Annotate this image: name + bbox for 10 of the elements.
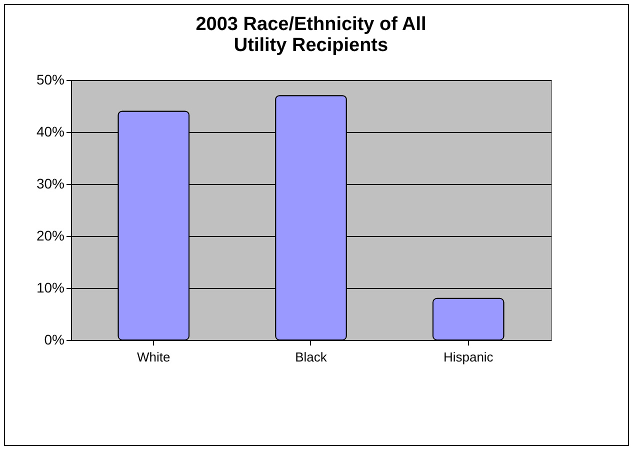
y-tick-label: 30%: [36, 176, 64, 192]
x-tick-label: Black: [295, 350, 328, 364]
x-tick-label: White: [137, 350, 170, 364]
chart-title: 2003 Race/Ethnicity of All Utility Recipients: [196, 14, 426, 56]
y-tick-label: 40%: [36, 124, 64, 140]
x-tick-label: Hispanic: [443, 350, 494, 364]
y-tick-label: 10%: [36, 280, 64, 296]
y-tick-label: 20%: [36, 228, 64, 244]
y-tick-label: 0%: [44, 332, 64, 348]
y-tick-label: 50%: [36, 72, 64, 88]
